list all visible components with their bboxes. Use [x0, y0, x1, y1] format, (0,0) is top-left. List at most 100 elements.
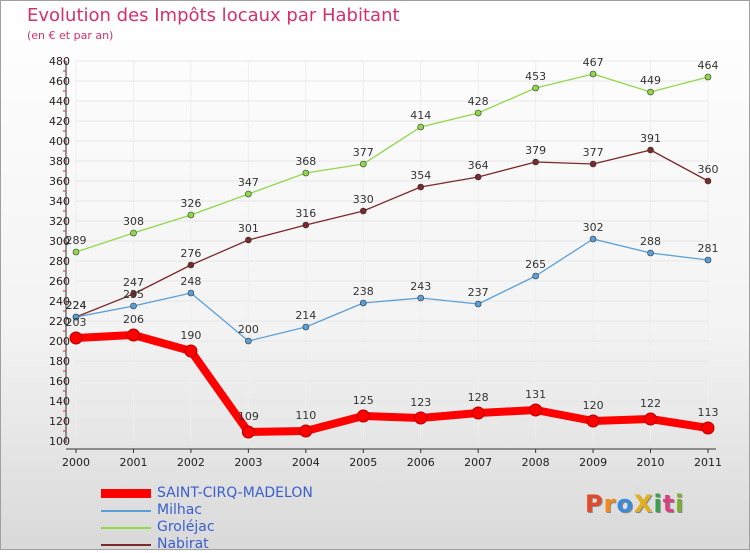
data-point	[586, 414, 600, 428]
x-tick-label: 2005	[349, 456, 377, 469]
x-tick-label: 2002	[177, 456, 205, 469]
data-point	[69, 331, 83, 345]
y-tick-label: 200	[49, 335, 70, 348]
data-label: 123	[410, 396, 431, 409]
data-label: 364	[468, 159, 489, 172]
data-point	[704, 256, 712, 264]
data-label: 203	[66, 316, 87, 329]
chart-title: Evolution des Impôts locaux par Habitant	[27, 5, 400, 26]
y-tick-label: 440	[49, 95, 70, 108]
data-label: 377	[583, 146, 604, 159]
proxiti-logo: ProXiti	[585, 490, 684, 518]
series-line-saint-cirq-madelon	[72, 331, 712, 436]
data-label: 120	[583, 399, 604, 412]
data-label: 110	[295, 409, 316, 422]
data-label: 354	[410, 169, 431, 182]
data-label: 206	[123, 313, 144, 326]
data-point	[704, 73, 712, 81]
data-label: 238	[353, 285, 374, 298]
data-label: 235	[123, 288, 144, 301]
chart-subtitle: (en € et par an)	[27, 29, 114, 42]
data-label: 288	[640, 235, 661, 248]
legend-swatch-milhac	[101, 510, 151, 512]
series-line-nabirat	[75, 149, 709, 318]
data-point	[245, 236, 252, 244]
y-tick-label: 300	[49, 235, 70, 248]
data-label: 237	[468, 286, 489, 299]
data-label: 214	[295, 309, 316, 322]
y-tick-label: 420	[49, 115, 70, 128]
data-label: 243	[410, 280, 431, 293]
data-point	[302, 323, 310, 331]
data-label: 131	[525, 388, 546, 401]
data-label: 449	[640, 74, 661, 87]
data-label: 316	[295, 207, 316, 220]
data-point	[359, 207, 367, 215]
data-point	[245, 337, 252, 345]
data-point	[359, 160, 367, 168]
data-label: 368	[295, 155, 316, 168]
data-label: 224	[66, 299, 87, 312]
data-point	[130, 290, 137, 298]
data-point	[647, 146, 654, 154]
data-point	[241, 425, 255, 439]
data-label: 125	[353, 394, 374, 407]
data-point	[356, 409, 370, 423]
y-tick-label: 140	[49, 395, 70, 408]
data-point	[474, 109, 482, 117]
data-label: 360	[698, 163, 719, 176]
data-label: 453	[525, 70, 546, 83]
y-tick-label: 480	[49, 55, 70, 68]
y-tick-label: 180	[49, 355, 70, 368]
data-label: 464	[698, 59, 719, 72]
data-label: 109	[238, 410, 259, 423]
y-tick-label: 380	[49, 155, 70, 168]
data-label: 276	[180, 247, 201, 260]
x-tick-label: 2009	[579, 456, 607, 469]
data-label: 200	[238, 323, 259, 336]
data-label: 289	[66, 234, 87, 247]
x-tick-label: 2003	[234, 456, 262, 469]
logo-letter: P	[585, 490, 604, 518]
data-point	[302, 169, 310, 177]
logo-letter: r	[603, 490, 617, 518]
logo-letter: t	[662, 490, 676, 518]
data-point	[130, 302, 137, 310]
series-line-grol-jac	[75, 73, 709, 253]
data-label: 224	[66, 299, 87, 312]
data-label: 414	[410, 109, 431, 122]
data-label: 113	[698, 406, 719, 419]
data-point	[187, 261, 195, 269]
x-tick-label: 2004	[292, 456, 320, 469]
data-label: 128	[468, 391, 489, 404]
logo-letter: X	[633, 490, 654, 518]
series-line-milhac	[75, 238, 709, 342]
data-label: 379	[525, 144, 546, 157]
data-label: 122	[640, 397, 661, 410]
data-point	[72, 248, 80, 256]
data-point	[417, 183, 425, 191]
data-point	[299, 424, 313, 438]
y-tick-label: 460	[49, 75, 70, 88]
data-label: 248	[180, 275, 201, 288]
data-point	[589, 160, 597, 168]
y-tick-label: 360	[49, 175, 70, 188]
data-point	[529, 403, 543, 417]
x-tick-label: 2001	[119, 456, 147, 469]
y-tick-label: 100	[49, 435, 70, 448]
y-tick-label: 400	[49, 135, 70, 148]
data-label: 281	[698, 242, 719, 255]
logo-letter: o	[616, 490, 634, 518]
data-point	[72, 313, 80, 321]
y-tick-label: 220	[49, 315, 70, 328]
legend-label-saint-cirq-madelon: SAINT-CIRQ-MADELON	[157, 485, 313, 501]
legend-swatch-nabirat	[101, 544, 151, 546]
legend-swatch-saint-cirq-madelon	[101, 489, 151, 498]
x-tick-label: 2007	[464, 456, 492, 469]
data-label: 265	[525, 258, 546, 271]
y-tick-label: 280	[49, 255, 70, 268]
data-point	[589, 70, 597, 78]
data-point	[532, 158, 539, 166]
data-point	[184, 344, 198, 358]
